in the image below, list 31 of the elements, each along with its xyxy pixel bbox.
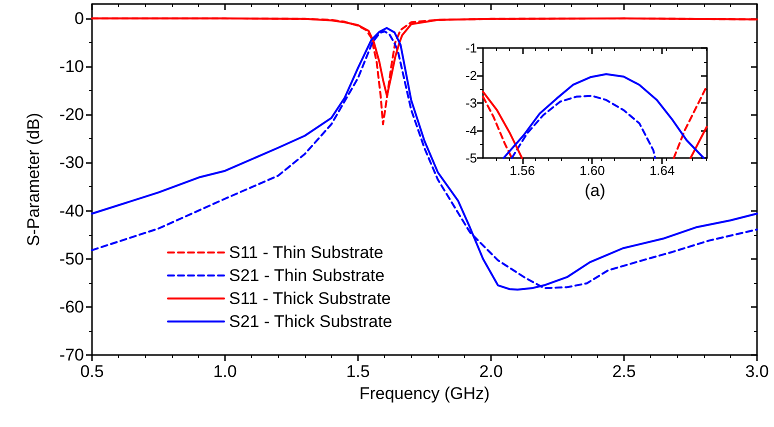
legend-label: S21 - Thin Substrate: [229, 266, 385, 285]
x-tick-label: 2.0: [479, 362, 503, 381]
legend-label: S11 - Thick Substrate: [229, 289, 391, 308]
x-tick-label: 0.5: [80, 362, 104, 381]
y-tick-label: -20: [59, 105, 84, 124]
x-tick-label: 1.60: [580, 163, 605, 178]
line-series: [502, 73, 705, 159]
y-tick-label: -4: [465, 123, 477, 138]
y-tick-label: -10: [59, 57, 84, 76]
y-tick-label: -5: [465, 150, 477, 166]
y-axis-title: S-Parameter (dB): [24, 112, 43, 246]
x-tick-label: 3.0: [745, 362, 769, 381]
x-tick-label: 1.5: [346, 362, 370, 381]
x-axis-title: (a): [584, 180, 606, 200]
y-tick-label: -30: [59, 153, 84, 172]
y-tick-label: -60: [59, 297, 84, 316]
x-tick-label: 1.0: [213, 362, 237, 381]
y-tick-label: 0: [74, 8, 84, 28]
y-tick-label: -1: [465, 40, 477, 56]
x-tick-label: 1.64: [649, 163, 675, 178]
y-tick-label: -40: [59, 201, 84, 220]
y-tick-label: -2: [465, 68, 477, 83]
legend-label: S11 - Thin Substrate: [229, 243, 384, 262]
y-tick-label: -70: [59, 346, 84, 364]
line-series: [482, 90, 523, 159]
x-tick-label: 2.5: [612, 362, 636, 381]
x-tick-label: 1.56: [510, 163, 535, 178]
x-axis-title: Frequency (GHz): [359, 384, 490, 403]
legend-label: S21 - Thick Substrate: [229, 312, 392, 331]
y-tick-label: -50: [59, 249, 84, 268]
y-tick-label: -3: [465, 96, 477, 110]
